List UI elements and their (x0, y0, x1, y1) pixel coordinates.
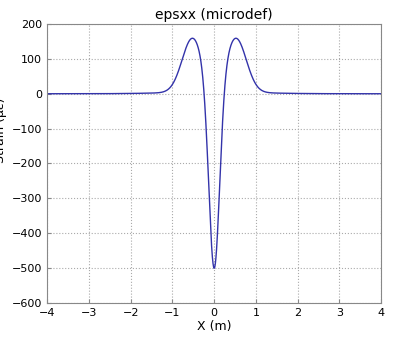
Y-axis label: Strain (με): Strain (με) (0, 97, 7, 163)
X-axis label: X (m): X (m) (197, 320, 231, 333)
Title: epsxx (microdef): epsxx (microdef) (155, 8, 273, 22)
